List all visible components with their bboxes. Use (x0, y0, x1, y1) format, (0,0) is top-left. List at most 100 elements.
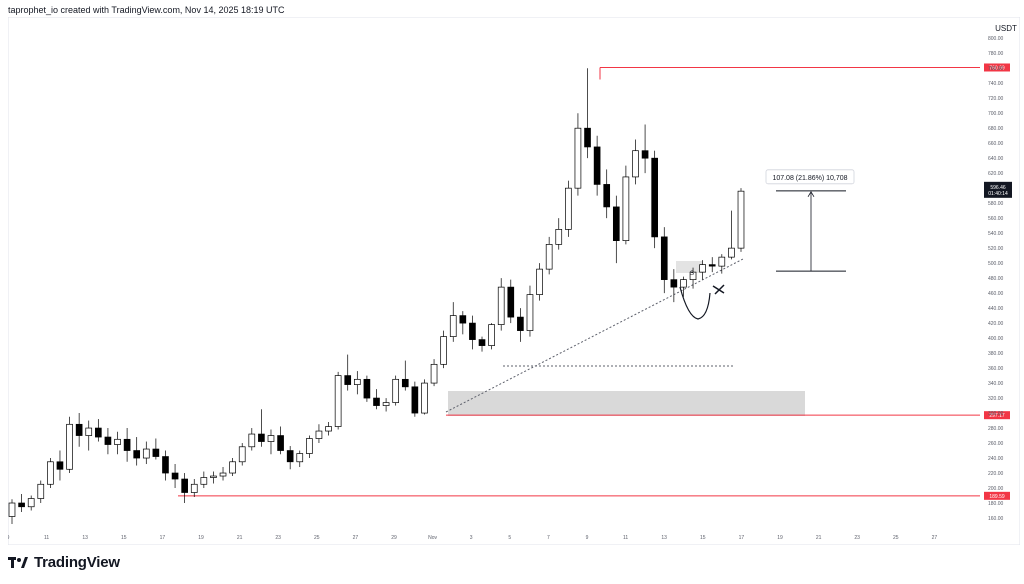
candle-body[interactable] (133, 450, 141, 459)
y-tick-label: 720.00 (988, 96, 1004, 102)
candle-body[interactable] (238, 446, 246, 463)
candle-body[interactable] (56, 461, 64, 470)
candle-body[interactable] (152, 448, 160, 457)
candle-body[interactable] (142, 448, 150, 459)
price-chart[interactable]: 760.99 297.17 189.59 S 107.08 (21.86%) 10,… (8, 17, 1020, 545)
candle-body[interactable] (104, 436, 112, 445)
candle-body[interactable] (8, 502, 16, 517)
candle-body[interactable] (315, 430, 323, 439)
candle-body[interactable] (517, 316, 524, 331)
candle-body[interactable] (37, 483, 45, 499)
candle-body[interactable] (66, 423, 73, 470)
candle-body[interactable] (296, 453, 304, 463)
candle-body[interactable] (680, 279, 687, 288)
candle-body[interactable] (114, 438, 121, 445)
y-tick-label: 280.00 (988, 426, 1004, 432)
candle-body[interactable] (507, 286, 515, 318)
candle-body[interactable] (497, 286, 505, 325)
price-level-tag (984, 411, 1010, 420)
demand-zone[interactable] (448, 391, 805, 416)
candle-body[interactable] (47, 461, 54, 485)
candle-body[interactable] (421, 382, 428, 414)
candle-body[interactable] (123, 438, 131, 451)
candle-body[interactable] (85, 427, 93, 436)
candle-body[interactable] (478, 339, 486, 346)
candle-body[interactable] (411, 386, 419, 414)
candle-body[interactable] (162, 456, 169, 474)
candle-body[interactable] (392, 378, 400, 403)
candle-body[interactable] (641, 150, 649, 159)
candle-body[interactable] (18, 502, 25, 508)
candle-body[interactable] (555, 229, 563, 245)
x-tick-label: 29 (391, 535, 397, 541)
candle-body[interactable] (229, 461, 236, 474)
y-tick-label: 660.00 (988, 141, 1004, 147)
candle-body[interactable] (430, 363, 438, 384)
measure-label: 107.08 (21.86%) 10,708 (772, 175, 847, 182)
x-tick-label: 27 (353, 535, 359, 541)
candle-body[interactable] (363, 378, 371, 399)
candle-body[interactable] (258, 433, 265, 442)
candle-body[interactable] (277, 435, 284, 451)
candle-body[interactable] (737, 190, 745, 249)
candle-body[interactable] (248, 433, 256, 448)
candle-body[interactable] (200, 477, 208, 485)
candle-body[interactable] (459, 315, 467, 324)
candle-body[interactable] (526, 294, 534, 331)
candle-body[interactable] (401, 378, 409, 388)
candle-body[interactable] (334, 375, 342, 427)
rounded-bottom-curve[interactable] (679, 286, 711, 320)
candle-body[interactable] (612, 206, 620, 241)
x-tick-label: 13 (82, 535, 88, 541)
candle-body[interactable] (286, 450, 294, 463)
candle-body[interactable] (488, 324, 495, 346)
candle-body[interactable] (622, 176, 630, 241)
candle-body[interactable] (171, 472, 179, 480)
measure-label-box (765, 169, 855, 185)
candle-body[interactable] (27, 498, 35, 508)
consolidation-zone[interactable] (676, 261, 702, 273)
candle-body[interactable] (382, 402, 390, 406)
y-tick-label: 700.00 (988, 111, 1004, 117)
candle-body[interactable] (440, 336, 447, 365)
candle-body[interactable] (210, 475, 217, 478)
candle-body[interactable] (181, 478, 188, 493)
candle-body[interactable] (584, 127, 591, 148)
candle-body[interactable] (603, 184, 611, 208)
candle-body[interactable] (536, 268, 543, 295)
candle-body[interactable] (353, 378, 361, 385)
candle-body[interactable] (565, 187, 572, 230)
candle-body[interactable] (574, 127, 582, 189)
candle-body[interactable] (593, 146, 601, 185)
x-tick-label: 23 (854, 535, 860, 541)
x-tick-label: 21 (816, 535, 822, 541)
x-tick-label: 11 (44, 535, 49, 541)
measure-tool[interactable]: 107.08 (21.86%) 10,708 (765, 169, 855, 272)
candle-body[interactable] (660, 236, 668, 280)
candle-body[interactable] (95, 427, 102, 438)
candle-body[interactable] (75, 423, 83, 436)
candle-body[interactable] (708, 264, 716, 267)
candle-body[interactable] (651, 157, 658, 238)
candle-body[interactable] (670, 279, 678, 288)
y-tick-label: 740.00 (988, 81, 1004, 87)
candle-body[interactable] (449, 315, 457, 337)
y-tick-label: 160.00 (988, 516, 1004, 522)
candle-body[interactable] (699, 264, 706, 273)
candle-body[interactable] (718, 256, 726, 267)
candle-body[interactable] (728, 247, 735, 258)
candle-body[interactable] (344, 375, 352, 385)
tradingview-brand[interactable]: TradingView (8, 554, 120, 571)
candle-body[interactable] (469, 322, 476, 340)
candle-body[interactable] (267, 435, 275, 442)
x-cross-marker[interactable] (712, 284, 725, 295)
candle-body[interactable] (373, 397, 380, 406)
candle-body[interactable] (632, 150, 639, 178)
candle-body[interactable] (545, 244, 553, 270)
y-tick-label: 580.00 (988, 201, 1004, 207)
candle-body[interactable] (689, 271, 697, 280)
candle-body[interactable] (190, 483, 198, 493)
candle-body[interactable] (219, 472, 227, 477)
candle-body[interactable] (306, 438, 313, 454)
candle-body[interactable] (325, 426, 332, 432)
